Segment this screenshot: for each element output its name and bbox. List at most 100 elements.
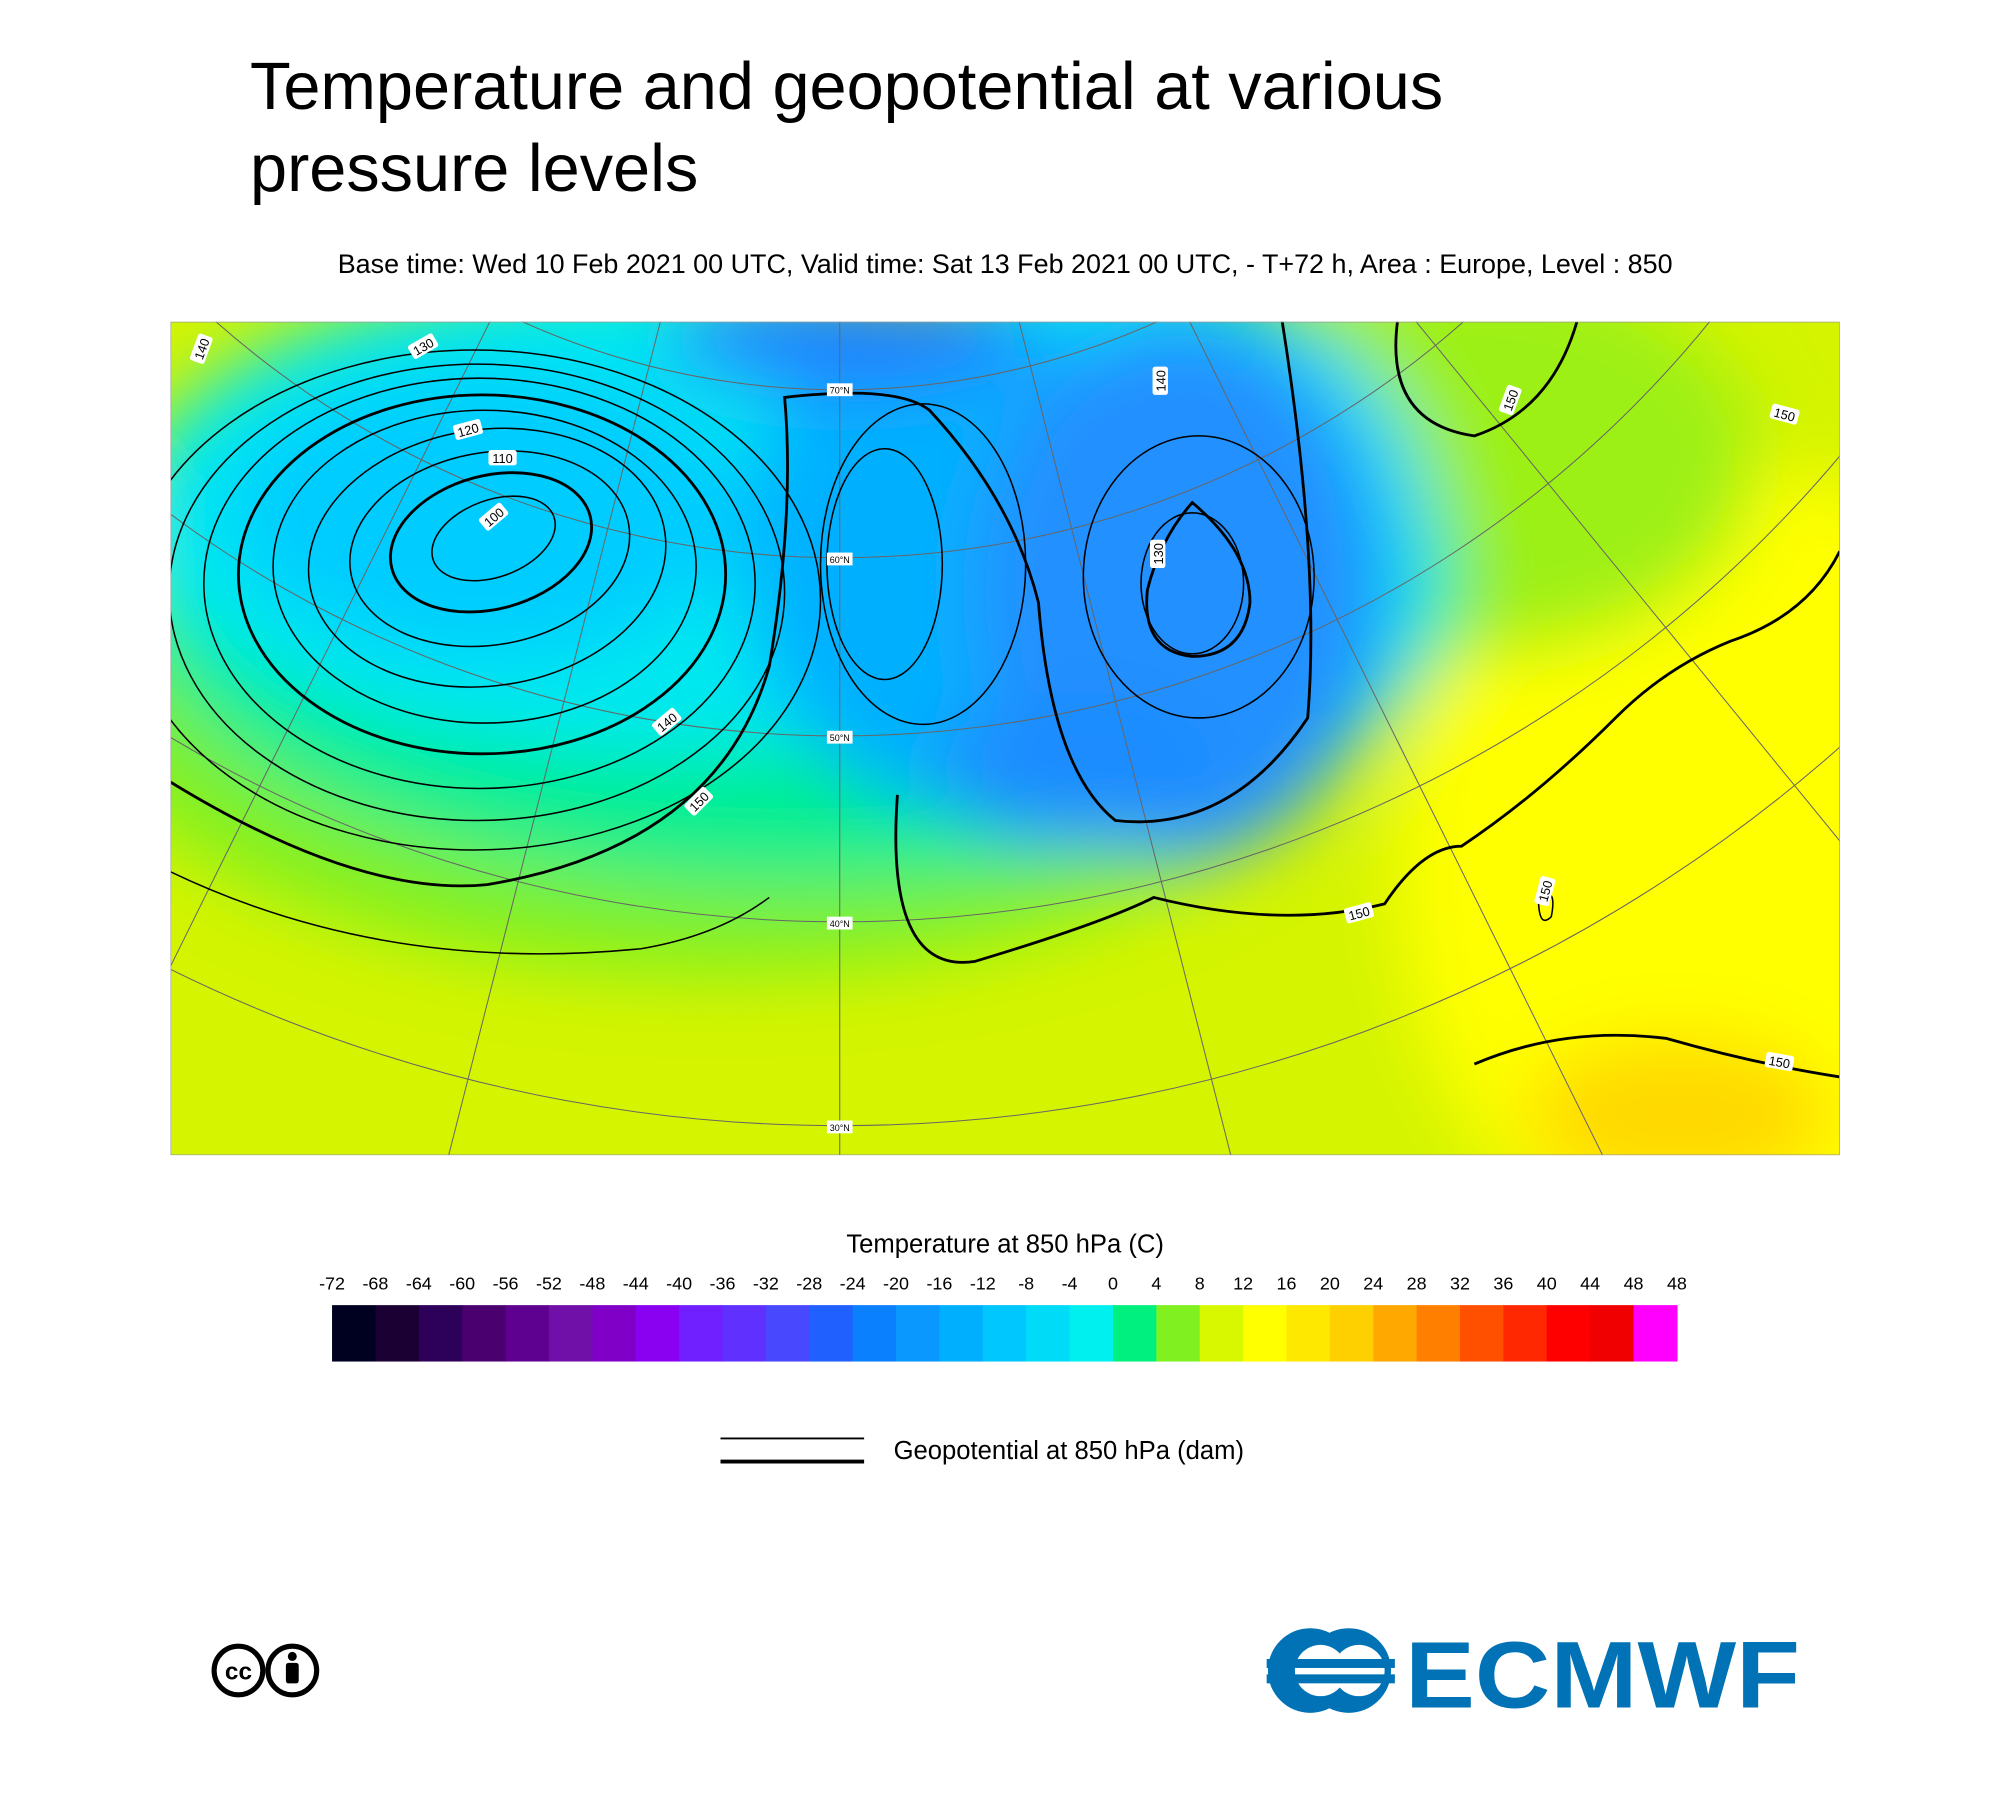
ecmwf-logo: ECMWF <box>1266 1623 1800 1729</box>
contour-label: 150 <box>1764 1051 1795 1072</box>
colorbar-swatch <box>418 1305 463 1362</box>
contour-labels: 140 1301201101001401501401301501501501501… <box>189 333 1800 1072</box>
colorbar-swatch <box>462 1305 507 1362</box>
colorbar-label: 32 <box>1450 1274 1470 1294</box>
contour-label: 150 <box>1534 875 1555 907</box>
contour-label-bg <box>1498 384 1522 416</box>
contour-label: 130 <box>1150 539 1166 568</box>
colorbar-swatch <box>1633 1305 1678 1362</box>
colorbar-swatch <box>332 1305 377 1362</box>
colorbar-label: 36 <box>1493 1274 1513 1294</box>
contour-label-text: 120 <box>456 420 481 440</box>
latitude-label: 40°N <box>830 919 850 929</box>
colorbar-label: -40 <box>666 1274 692 1294</box>
contour-label: 150 <box>1769 403 1800 425</box>
subtitle: Base time: Wed 10 Feb 2021 00 UTC, Valid… <box>338 249 1673 279</box>
latitude-labels: 70°N 60°N 50°N 40°N 30°N <box>826 383 853 1134</box>
map: 140 1301201101001401501401301501501501501… <box>170 321 1840 1156</box>
colorbar-label: 20 <box>1320 1274 1340 1294</box>
colorbar-swatch <box>1460 1305 1505 1362</box>
contour-label-bg <box>1764 1051 1795 1072</box>
colorbar-swatch <box>1199 1305 1244 1362</box>
contour-label: 150 <box>1343 902 1375 924</box>
colorbar-swatch <box>722 1305 767 1362</box>
colorbar-label: 8 <box>1195 1274 1205 1294</box>
latitude-label-bg <box>826 730 853 744</box>
contour-label-text: 110 <box>492 451 512 466</box>
latitude-label-bg <box>826 383 853 397</box>
contour-label-text: 150 <box>1768 1053 1792 1071</box>
colorbar-swatch <box>896 1305 941 1362</box>
contour-label: 120 <box>452 418 483 440</box>
latitude-label-bg <box>826 552 853 566</box>
contour-label-text: 140 <box>191 336 212 361</box>
colorbar-label: -24 <box>840 1274 866 1294</box>
colorbar-swatch <box>679 1305 724 1362</box>
colorbar-label: -16 <box>926 1274 952 1294</box>
colorbar-label: -60 <box>449 1274 475 1294</box>
colorbar-label: -72 <box>319 1274 345 1294</box>
latitude-label: 70°N <box>830 386 850 396</box>
latitude-label: 60°N <box>830 555 850 565</box>
colorbar-swatch <box>635 1305 680 1362</box>
colorbar-swatch <box>982 1305 1027 1362</box>
colorbar-label: -28 <box>796 1274 822 1294</box>
colorbar-label: -4 <box>1062 1274 1078 1294</box>
contour-label-text: 150 <box>1535 879 1555 904</box>
colorbar-swatch <box>1243 1305 1288 1362</box>
colorbar-label: -44 <box>623 1274 649 1294</box>
latitude-label-bg <box>826 1120 853 1134</box>
title-line: Temperature and geopotential at various <box>250 50 1443 124</box>
contour-label-bg <box>478 502 509 531</box>
cc-logo: cc <box>211 1643 320 1698</box>
contour-label-text: 130 <box>1151 543 1166 564</box>
colorbar-swatch <box>1026 1305 1071 1362</box>
colorbar-label: -8 <box>1018 1274 1034 1294</box>
colorbar-label: -20 <box>883 1274 909 1294</box>
colorbar-label: -68 <box>362 1274 388 1294</box>
contour-label-bg <box>1343 902 1375 924</box>
contour-label-bg <box>488 450 517 466</box>
contour-label-text: 150 <box>1347 903 1372 923</box>
colorbar-label: 28 <box>1407 1274 1427 1294</box>
colorbar-label: -64 <box>406 1274 432 1294</box>
colorbar-swatch <box>548 1305 593 1362</box>
contour-label-bg <box>1150 539 1166 568</box>
colorbar-label: 40 <box>1537 1274 1557 1294</box>
title-line: pressure levels <box>250 132 698 206</box>
colorbar-swatch <box>1503 1305 1548 1362</box>
colorbar-label: 0 <box>1108 1274 1118 1294</box>
colorbar-swatch <box>1590 1305 1635 1362</box>
colorbar-label: -32 <box>753 1274 779 1294</box>
colorbar-swatch <box>1156 1305 1201 1362</box>
contour-label: 140 <box>189 333 213 364</box>
contour-label-bg <box>452 418 483 440</box>
colorbar-swatch <box>1373 1305 1418 1362</box>
colorbar: -72 -68 -64 -60 -56 -52 -48 -44 -40 -36 -32 -28 -24-… <box>319 1274 1687 1362</box>
geopotential-contours <box>170 321 1840 1079</box>
latitude-label: 50°N <box>830 733 850 743</box>
legend-label: Geopotential at 850 hPa (dam) <box>894 1437 1244 1465</box>
latitude-label: 30°N <box>830 1123 850 1133</box>
colorbar-label: -12 <box>970 1274 996 1294</box>
contour-label-text: 140 <box>1153 370 1168 391</box>
contour-label-bg <box>1152 366 1168 395</box>
colorbar-swatch <box>505 1305 550 1362</box>
contour-label-bg <box>189 333 213 364</box>
contour-label: 150 <box>1498 384 1522 416</box>
ecmwf-text: ECMWF <box>1405 1623 1800 1729</box>
colorbar-swatch <box>1069 1305 1114 1362</box>
colorbar-swatch <box>852 1305 897 1362</box>
colorbar-swatch <box>592 1305 637 1362</box>
colorbar-label: 16 <box>1276 1274 1296 1294</box>
colorbar-swatch <box>765 1305 810 1362</box>
contour-label: 140 <box>1152 366 1168 395</box>
colorbar-swatch <box>809 1305 854 1362</box>
colorbar-label: 48 <box>1667 1274 1687 1294</box>
latitude-label-bg <box>826 916 853 930</box>
contour-label-bg <box>651 707 682 736</box>
contour-label: 110 <box>488 450 517 466</box>
contour-label-text: 150 <box>1500 388 1521 413</box>
